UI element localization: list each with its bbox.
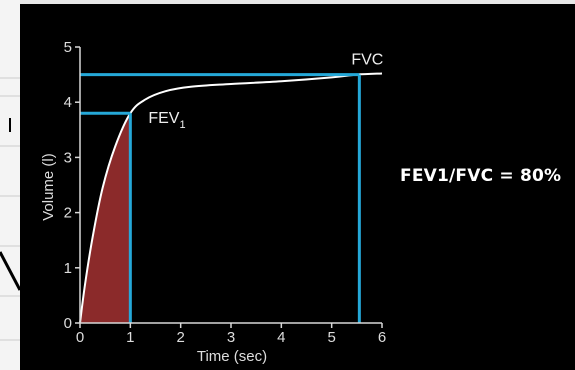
- x-axis-title: Time (sec): [197, 348, 267, 365]
- fev1-label-main: FEV: [148, 110, 179, 127]
- adjacent-slide-edge: [0, 0, 20, 370]
- x-tick-label: 1: [126, 329, 134, 346]
- volume-time-curve: [79, 72, 383, 324]
- y-tick-label: 2: [64, 205, 72, 222]
- fvc-label: FVC: [351, 52, 383, 69]
- y-tick-label: 3: [64, 149, 72, 166]
- y-axis-title: Volume (l): [40, 153, 57, 221]
- slide-top-edge: [20, 0, 575, 4]
- y-tick-label: 1: [64, 260, 72, 277]
- x-tick-label: 3: [227, 329, 235, 346]
- x-tick-label: 4: [277, 329, 285, 346]
- fev1-label-subscript: 1: [179, 119, 185, 131]
- fev1-label: FEV1: [148, 110, 185, 131]
- fev1-fvc-ratio-annotation: FEV1/FVC = 80%: [400, 166, 562, 186]
- x-tick-label: 0: [76, 329, 84, 346]
- x-tick-label: 5: [327, 329, 335, 346]
- x-tick-label: 2: [176, 329, 184, 346]
- x-tick-label: 6: [378, 329, 386, 346]
- fev1-shaded-area: [80, 113, 131, 324]
- adjacent-slide-graphic: [0, 77, 20, 341]
- y-tick-label: 4: [64, 94, 72, 111]
- y-tick-label: 0: [64, 315, 72, 332]
- y-tick-label: 5: [64, 39, 72, 56]
